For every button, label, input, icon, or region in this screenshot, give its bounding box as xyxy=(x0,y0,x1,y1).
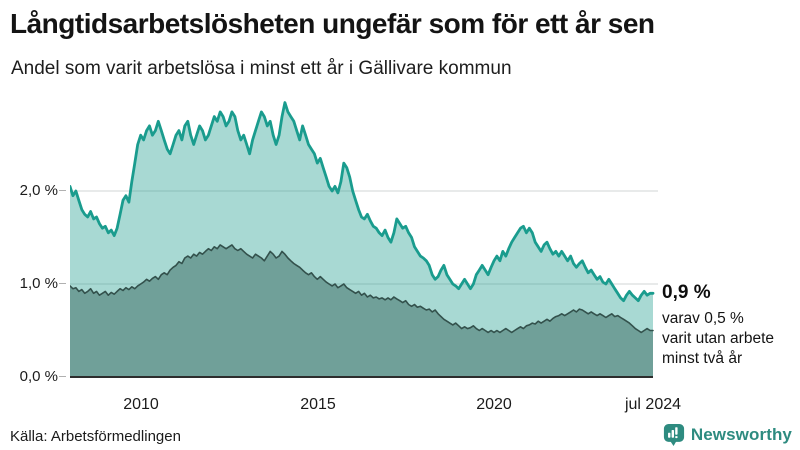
end-value-label: 0,9 % xyxy=(662,282,711,303)
y-axis-label-0: 0,0 % xyxy=(19,368,58,385)
chart-subtitle: Andel som varit arbetslösa i minst ett å… xyxy=(11,58,512,79)
y-axis-tick xyxy=(59,376,66,377)
x-axis-label-2020: 2020 xyxy=(476,396,512,413)
y-axis-tick xyxy=(59,283,66,284)
end-note: varav 0,5 % varit utan arbete minst två … xyxy=(662,309,774,369)
newsworthy-wordmark: Newsworthy xyxy=(690,425,792,444)
x-axis-label-2010: 2010 xyxy=(123,396,159,413)
area-chart-plot xyxy=(70,101,658,378)
page-title: Långtidsarbetslösheten ungefär som för e… xyxy=(10,8,655,39)
y-axis-label-1: 1,0 % xyxy=(19,275,58,292)
newsworthy-logo[interactable]: Newsworthy xyxy=(663,423,792,447)
end-note-line-2: varit utan arbete xyxy=(662,330,775,347)
y-axis-label-2: 2,0 % xyxy=(19,182,58,199)
y-axis-tick xyxy=(59,190,66,191)
x-axis-label-jul-2024: jul 2024 xyxy=(624,396,682,413)
source-caption: Källa: Arbetsförmedlingen xyxy=(10,428,181,445)
x-axis-label-2015: 2015 xyxy=(300,396,336,413)
end-note-line-1: varav 0,5 % xyxy=(662,310,744,327)
end-note-line-3: minst två år xyxy=(662,350,743,367)
newsworthy-icon xyxy=(663,424,684,446)
